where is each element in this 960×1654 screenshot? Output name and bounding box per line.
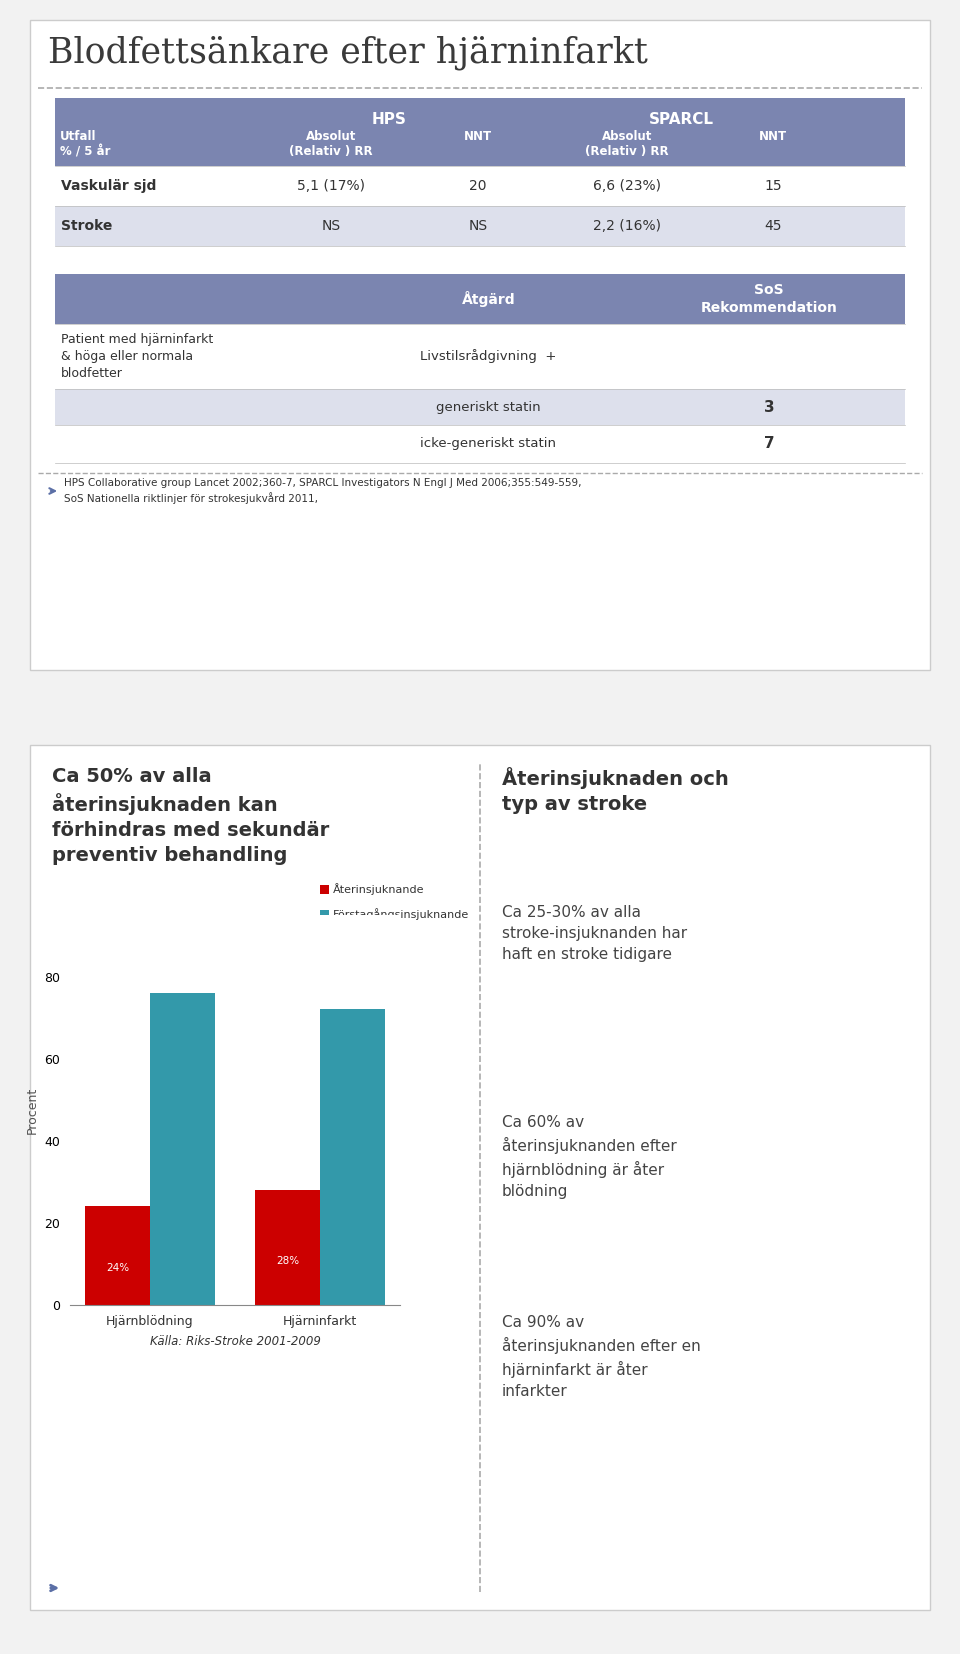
Text: NNT: NNT — [464, 131, 492, 142]
Text: HPS Collaborative group Lancet 2002;360-7, SPARCL Investigators N Engl J Med 200: HPS Collaborative group Lancet 2002;360-… — [64, 478, 582, 504]
Bar — [150, 992, 214, 1305]
Text: Absolut
(Relativ ) RR: Absolut (Relativ ) RR — [585, 131, 668, 159]
Text: 28%: 28% — [276, 1257, 300, 1267]
Text: 7: 7 — [764, 437, 775, 452]
Y-axis label: Procent: Procent — [26, 1087, 38, 1133]
Text: 6,6 (23%): 6,6 (23%) — [592, 179, 660, 194]
Bar — [30, 744, 930, 1609]
Bar — [55, 207, 905, 246]
Text: Vaskulär sjd: Vaskulär sjd — [61, 179, 156, 194]
Bar — [55, 98, 905, 165]
Bar — [30, 20, 930, 670]
Text: Absolut
(Relativ ) RR: Absolut (Relativ ) RR — [289, 131, 373, 159]
Text: Utfall
% / 5 år: Utfall % / 5 år — [60, 131, 110, 159]
Text: NNT: NNT — [759, 131, 787, 142]
Text: SoS
Rekommendation: SoS Rekommendation — [701, 283, 837, 314]
Bar — [255, 1189, 321, 1305]
Text: NS: NS — [322, 218, 341, 233]
Text: Åtgärd: Åtgärd — [462, 291, 516, 308]
Bar — [85, 1206, 150, 1305]
Text: Ca 25-30% av alla
stroke-insjuknanden har
haft en stroke tidigare: Ca 25-30% av alla stroke-insjuknanden ha… — [502, 905, 687, 963]
Text: Patient med hjärninfarkt
& höga eller normala
blodfetter: Patient med hjärninfarkt & höga eller no… — [61, 332, 213, 380]
Text: Ca 50% av alla
återinsjuknaden kan
förhindras med sekundär
preventiv behandling: Ca 50% av alla återinsjuknaden kan förhi… — [52, 767, 329, 865]
Bar — [321, 1009, 385, 1305]
Text: 15: 15 — [764, 179, 782, 194]
Text: 20: 20 — [469, 179, 487, 194]
Text: NS: NS — [468, 218, 488, 233]
Bar — [55, 165, 905, 207]
Bar — [55, 425, 905, 463]
Text: Återinsjuknaden och
typ av stroke: Återinsjuknaden och typ av stroke — [502, 767, 729, 814]
Text: Ca 60% av
återinsjuknanden efter
hjärnblödning är åter
blödning: Ca 60% av återinsjuknanden efter hjärnbl… — [502, 1115, 677, 1199]
Bar — [320, 910, 329, 920]
Text: 2,2 (16%): 2,2 (16%) — [592, 218, 660, 233]
Text: Livstilsrådgivning  +: Livstilsrådgivning + — [420, 349, 557, 364]
Text: HPS: HPS — [372, 112, 406, 127]
Text: Källa: Riks-Stroke 2001-2009: Källa: Riks-Stroke 2001-2009 — [150, 1335, 321, 1348]
Text: Återinsjuknande: Återinsjuknande — [333, 883, 424, 895]
Text: 24%: 24% — [106, 1262, 129, 1272]
Text: Stroke: Stroke — [61, 218, 112, 233]
Bar — [55, 324, 905, 389]
Text: Blodfettsänkare efter hjärninfarkt: Blodfettsänkare efter hjärninfarkt — [48, 35, 648, 69]
Text: Ca 90% av
återinsjuknanden efter en
hjärninfarkt är åter
infarkter: Ca 90% av återinsjuknanden efter en hjär… — [502, 1315, 701, 1399]
Text: Förstagångsinsjuknande: Förstagångsinsjuknande — [333, 908, 469, 921]
Text: generiskt statin: generiskt statin — [436, 400, 540, 414]
Text: 45: 45 — [764, 218, 782, 233]
Bar — [320, 885, 329, 895]
Text: SPARCL: SPARCL — [649, 112, 714, 127]
Text: icke-generiskt statin: icke-generiskt statin — [420, 438, 557, 450]
Text: 5,1 (17%): 5,1 (17%) — [298, 179, 365, 194]
Bar — [55, 275, 905, 324]
Text: 3: 3 — [764, 400, 775, 415]
Bar — [55, 389, 905, 425]
